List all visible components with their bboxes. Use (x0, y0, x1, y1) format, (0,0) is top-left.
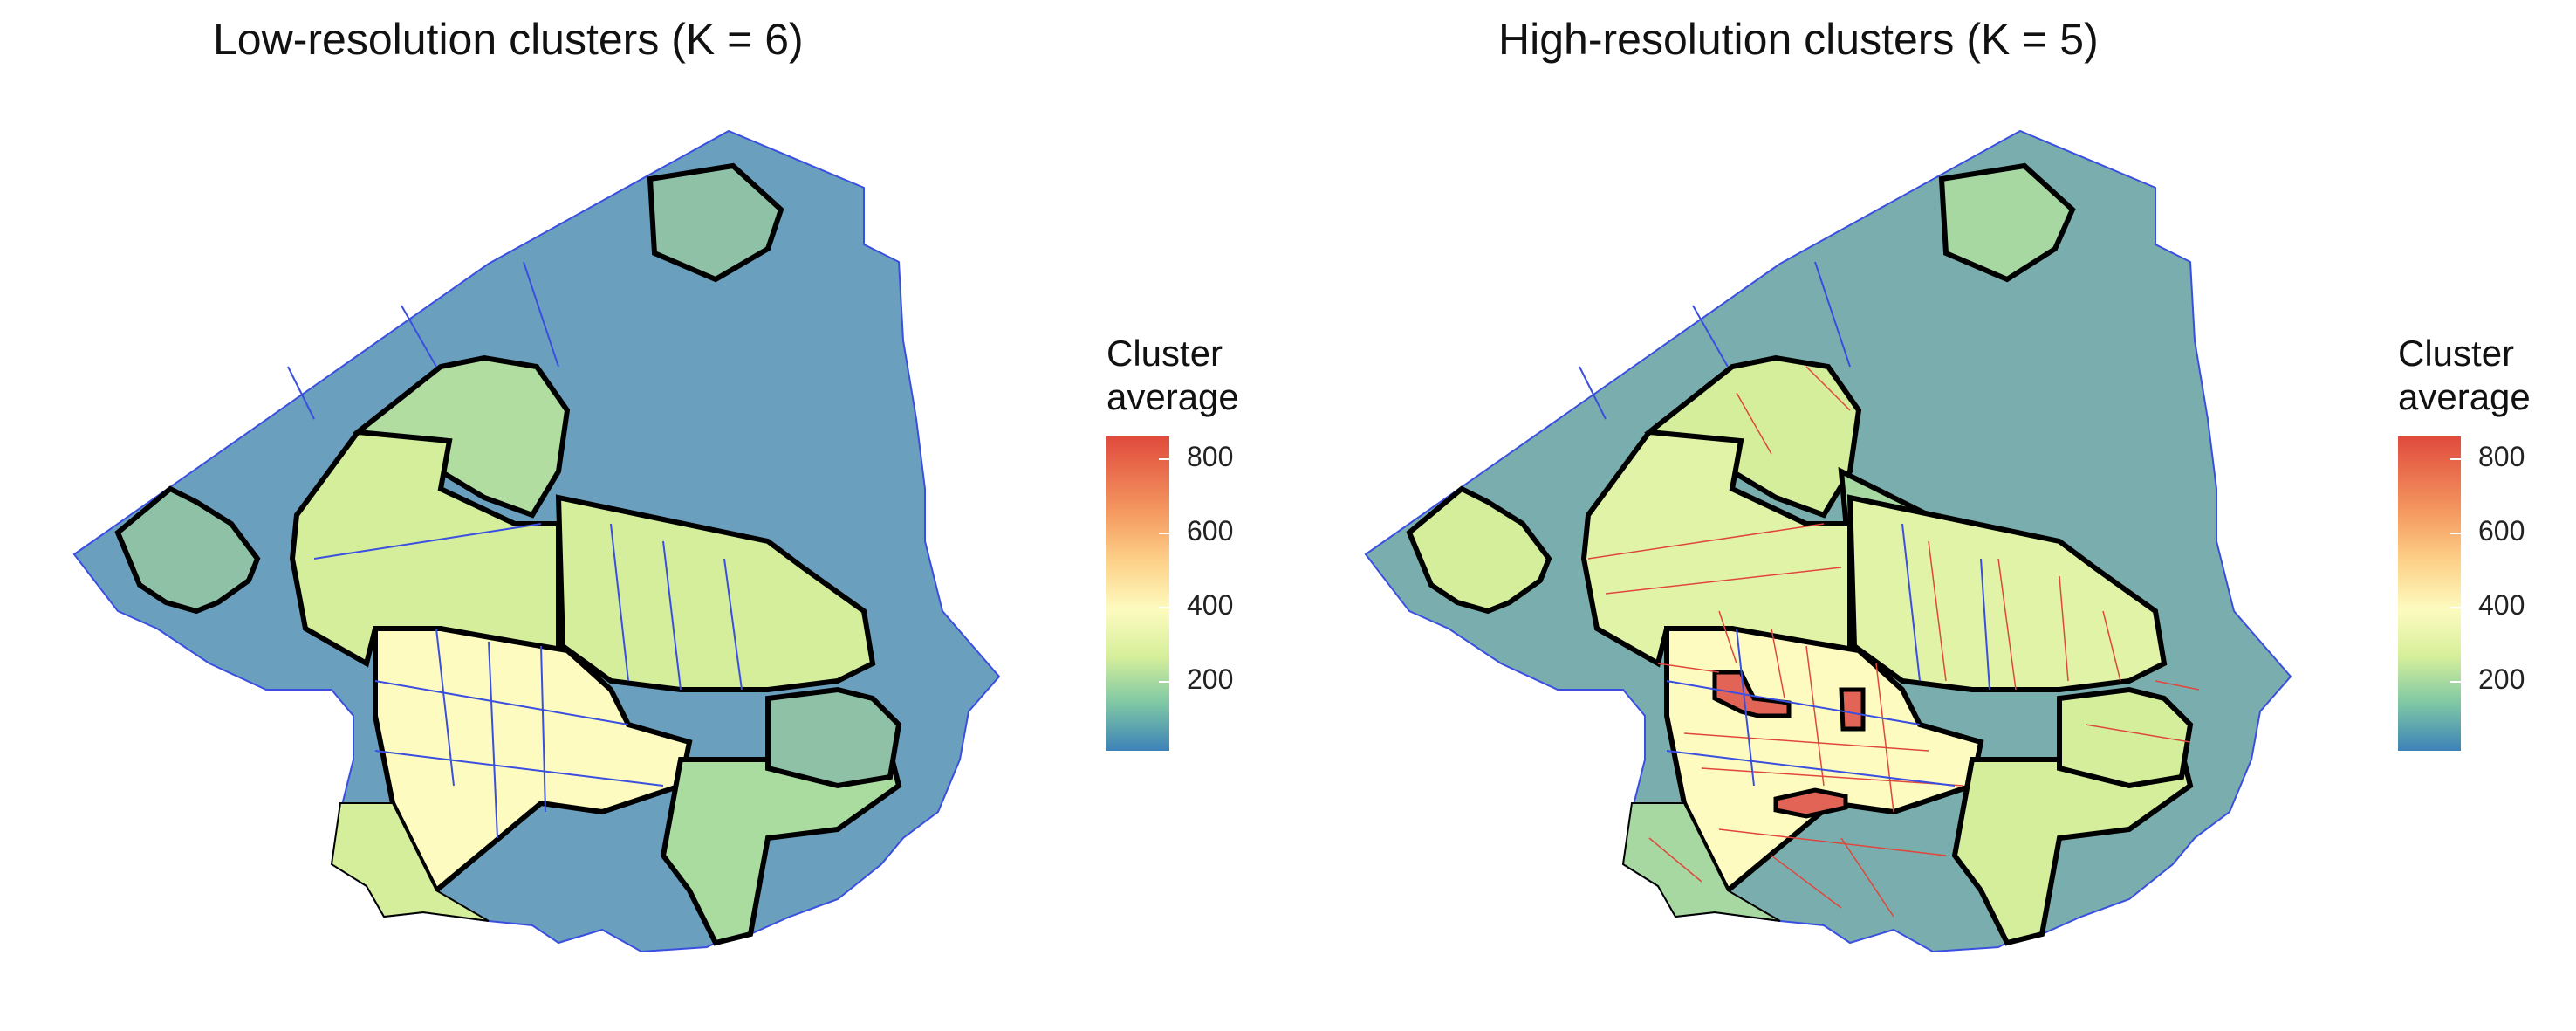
left-legend-colorbar (1106, 436, 1169, 751)
right-legend-tick (2450, 533, 2461, 534)
left-legend-tick-label: 400 (1187, 589, 1234, 621)
right-legend-title: Cluster average (2398, 332, 2531, 419)
right-legend-colorbar (2398, 436, 2461, 751)
right-legend-tick (2450, 607, 2461, 608)
high-cluster-region-west (1712, 670, 1792, 718)
right-panel-title: High-resolution clusters (K = 5) (1498, 15, 2099, 64)
high-cluster-region-center (1839, 687, 1866, 732)
left-legend-tick (1159, 607, 1169, 608)
right-legend-tick (2450, 681, 2461, 683)
left-legend-title-line2: average (1106, 376, 1239, 417)
left-legend-tick-label: 800 (1187, 441, 1234, 472)
subdivision-lines (1579, 261, 1990, 787)
high-resolution-subdivision-lines (1587, 366, 2200, 918)
left-legend-title: Cluster average (1106, 332, 1239, 419)
left-legend-tick-label: 600 (1187, 515, 1234, 546)
cluster-region-west-small (1406, 485, 1552, 615)
cluster-region-south (1621, 802, 1781, 922)
left-legend-title-line1: Cluster (1106, 333, 1223, 374)
left-legend-tick (1159, 458, 1169, 460)
cluster-region-east-band (555, 494, 876, 692)
right-legend-tick (2450, 458, 2461, 460)
subdivision-lines (287, 261, 743, 839)
right-legend-title-line1: Cluster (2398, 333, 2515, 374)
right-legend-tick-label: 200 (2478, 663, 2525, 695)
right-legend-tick-label: 800 (2478, 441, 2525, 472)
cluster-region-east-edge (765, 686, 902, 789)
right-legend-tick-label: 400 (2478, 589, 2525, 621)
right-legend-title-line2: average (2398, 376, 2531, 417)
high-resolution-map (1364, 129, 2292, 953)
cluster-region-northeast (647, 162, 784, 283)
low-resolution-map (72, 129, 1001, 953)
cluster-region-east-edge (2057, 686, 2194, 789)
right-legend-tick-label: 600 (2478, 515, 2525, 546)
left-legend-tick (1159, 681, 1169, 683)
left-legend-tick (1159, 533, 1169, 534)
cluster-region-northeast (1938, 162, 2076, 283)
cluster-region-west-small (114, 485, 261, 615)
left-legend-tick-label: 200 (1187, 663, 1234, 695)
high-cluster-region-south (1773, 787, 1848, 819)
left-panel-title: Low-resolution clusters (K = 6) (213, 15, 804, 64)
cluster-region-south (330, 802, 490, 922)
